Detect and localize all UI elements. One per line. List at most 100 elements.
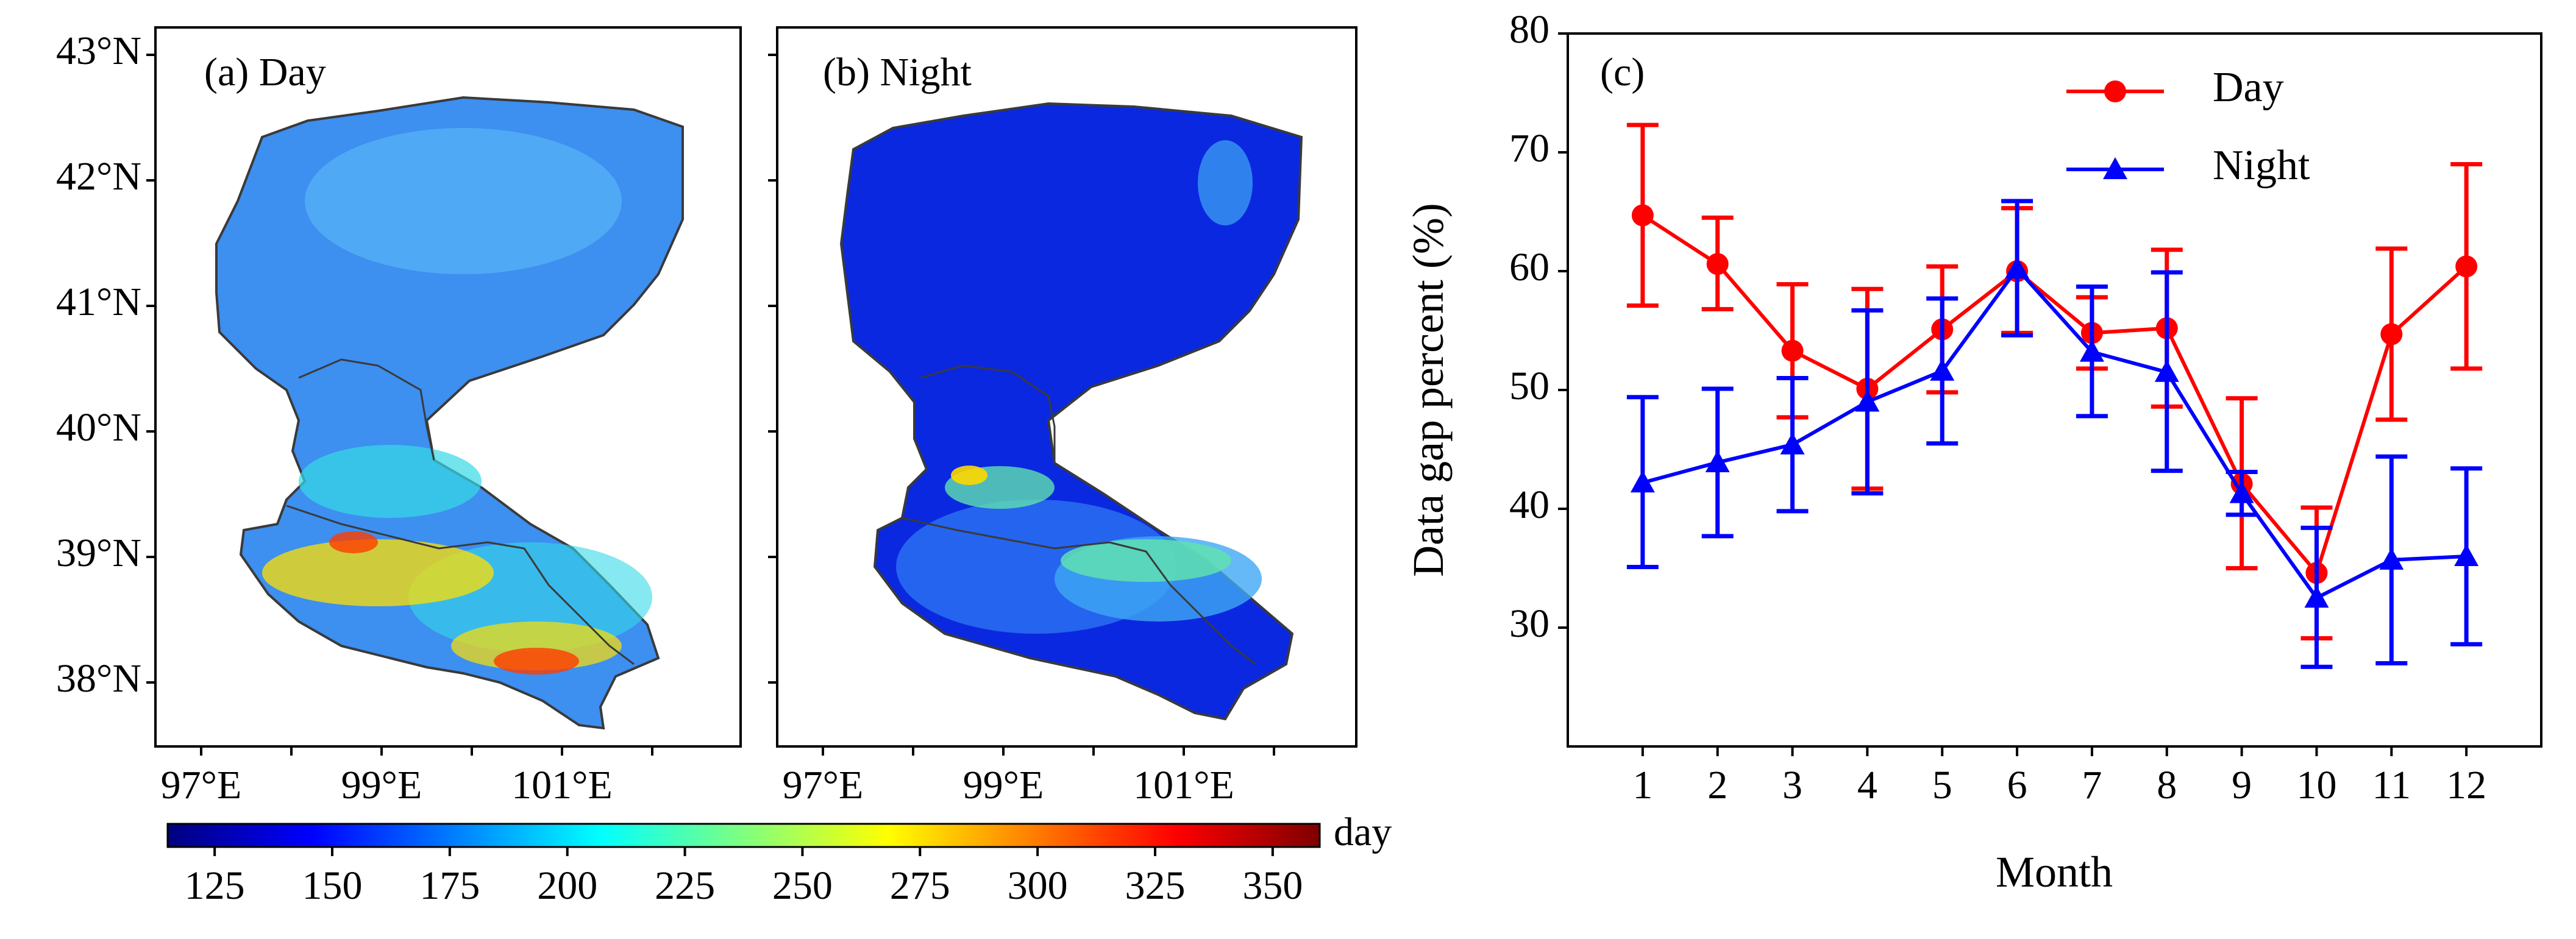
map-raster-night	[839, 102, 1303, 721]
x-tick-label: 11	[2372, 763, 2411, 807]
y-tick-label: 30	[1509, 601, 1550, 646]
lon-tick-label: 101°E	[511, 763, 613, 807]
series-day	[1626, 122, 2483, 641]
colorbar-gradient	[166, 823, 1321, 848]
legend-item-day: Day	[2066, 64, 2284, 111]
colorbar-tick-label: 325	[1125, 863, 1186, 908]
legend-marker-night	[2103, 157, 2127, 179]
point-day	[1631, 204, 1654, 227]
x-tick-label: 7	[2082, 763, 2102, 807]
day-yellow-zone-2	[451, 622, 622, 670]
lon-tick-label: 97°E	[161, 763, 242, 807]
y-tick-label: 60	[1509, 245, 1550, 289]
point-night	[2005, 257, 2030, 279]
point-night	[1780, 432, 1805, 455]
day-red-zone-2	[329, 531, 378, 553]
x-tick-label: 10	[2296, 763, 2336, 807]
lon-tick-label: 99°E	[963, 763, 1044, 807]
night-light-zone-2	[1198, 140, 1253, 225]
lon-tick-label: 101°E	[1133, 763, 1234, 807]
y-tick-label: 70	[1509, 126, 1550, 171]
x-axis: 1 2 3 4 5 6 7 8 9 10 11 12	[1632, 746, 2486, 807]
x-axis-label: Month	[1996, 848, 2113, 896]
x-tick-label: 3	[1782, 763, 1802, 807]
lat-axis-night	[768, 54, 777, 684]
y-tick-label: 80	[1509, 7, 1550, 52]
colorbar-tick-label: 275	[890, 863, 950, 908]
point-night	[2229, 481, 2254, 503]
colorbar-tick-label: 250	[772, 863, 833, 908]
x-tick-label: 4	[1857, 763, 1877, 807]
subbasin-boundary-night	[902, 364, 1256, 665]
day-cyan-zone	[299, 445, 482, 518]
point-night	[2079, 339, 2104, 362]
point-day	[2455, 255, 2478, 278]
x-tick-label: 9	[2232, 763, 2252, 807]
colorbar-tick-label: 175	[419, 863, 480, 908]
day-light-zone	[305, 128, 622, 274]
point-day	[1706, 253, 1729, 275]
series-night	[1626, 199, 2483, 669]
point-night	[1705, 450, 1730, 472]
panel-b-label: (b) Night	[823, 50, 972, 94]
colorbar-tick-label: 300	[1008, 863, 1068, 908]
subbasin-boundary-day	[286, 358, 635, 665]
colorbar-unit: day	[1334, 810, 1392, 854]
line-day	[1642, 213, 2468, 577]
legend-marker-day	[2104, 80, 2126, 102]
chart-panel-label: (c)	[1600, 50, 1645, 94]
legend-item-night: Night	[2066, 142, 2310, 189]
y-axis-label: Data gap percent (%)	[1404, 203, 1453, 577]
colorbar-tick-label: 225	[655, 863, 715, 908]
lon-axis-night: 97°E 99°E 101°E	[783, 746, 1275, 807]
colorbar-ticks: 125 150 175 200 225 250 275 300 325 350	[185, 847, 1303, 908]
map-raster-day	[215, 96, 684, 730]
point-night	[2454, 544, 2479, 566]
point-night	[2304, 586, 2329, 608]
x-tick-label: 5	[1932, 763, 1952, 807]
x-tick-label: 6	[2007, 763, 2027, 807]
lon-tick-label: 99°E	[341, 763, 422, 807]
point-day	[1781, 339, 1804, 362]
x-tick-label: 12	[2446, 763, 2486, 807]
day-red-zone	[494, 648, 579, 675]
y-tick-label: 40	[1509, 483, 1550, 527]
colorbar-tick-label: 125	[185, 863, 245, 908]
colorbar-tick-label: 200	[537, 863, 597, 908]
colorbar-tick-label: 350	[1242, 863, 1303, 908]
lon-axis-day: 97°E 99°E 101°E	[161, 746, 653, 807]
lon-tick-label: 97°E	[783, 763, 864, 807]
legend: Day Night	[2066, 64, 2310, 189]
point-night	[1855, 389, 1880, 412]
colorbar: day 125 150 175 200 225 250 275 300 325 350	[166, 810, 1392, 908]
x-tick-label: 1	[1632, 763, 1653, 807]
lat-tick-label: 39°N	[56, 531, 141, 575]
point-night	[2379, 547, 2404, 570]
point-day	[2380, 323, 2403, 345]
night-yellow-zone	[951, 466, 987, 485]
series-layer	[1626, 122, 2483, 669]
lat-tick-label: 43°N	[56, 29, 141, 73]
lat-tick-label: 42°N	[56, 154, 141, 199]
lat-tick-label: 41°N	[56, 280, 141, 324]
y-tick-label: 50	[1509, 364, 1550, 408]
panel-a-label: (a) Day	[204, 50, 326, 94]
map-panel-night: (b) Night 97°E 99°E 101°E	[768, 26, 1357, 807]
lat-tick-label: 38°N	[56, 656, 141, 701]
night-green-zone	[1061, 539, 1231, 582]
point-night	[1930, 358, 1955, 381]
day-yellow-zone	[262, 539, 494, 606]
lat-tick-label: 40°N	[56, 405, 141, 450]
colorbar-tick-label: 150	[302, 863, 363, 908]
legend-label-night: Night	[2213, 142, 2310, 189]
map-panel-day: (a) Day 43°N 42°N 41°N 40°N 39°N 38°N 97°E 99°…	[56, 26, 742, 807]
line-night	[1642, 266, 2467, 601]
x-tick-label: 8	[2157, 763, 2177, 807]
point-night	[2154, 360, 2179, 382]
y-axis: 30 40 50 60 70 80	[1509, 7, 1568, 646]
lat-axis: 43°N 42°N 41°N 40°N 39°N 38°N	[56, 29, 155, 701]
point-night	[1630, 470, 1655, 493]
legend-label-day: Day	[2213, 64, 2284, 111]
